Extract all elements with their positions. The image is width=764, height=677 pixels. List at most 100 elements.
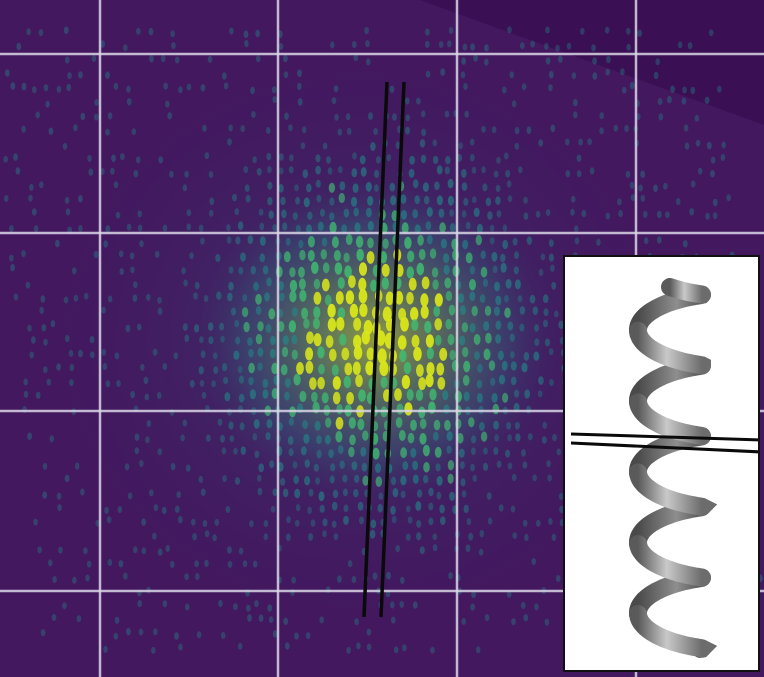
diffraction-spot [292,212,298,221]
diffraction-spot [277,321,285,332]
diffraction-spot [209,197,215,206]
diffraction-spot [10,82,16,90]
diffraction-spot [29,351,34,359]
diffraction-spot [720,154,726,161]
diffraction-spot [469,265,476,275]
diffraction-spot [509,71,514,79]
diffraction-spot [259,222,265,231]
diffraction-spot [194,281,200,290]
diffraction-spot [125,324,131,333]
diffraction-spot [436,491,442,500]
diffraction-spot [208,336,214,345]
diffraction-spot [444,166,450,175]
diffraction-spot [46,378,52,386]
diffraction-spot [462,347,469,358]
diffraction-spot [140,363,145,371]
diffraction-spot [303,318,310,329]
diffraction-spot [316,450,322,459]
diffraction-spot [428,487,434,497]
diffraction-spot [545,26,550,34]
diffraction-spot [694,114,700,122]
diffraction-spot [9,225,14,233]
diffraction-spot [153,504,159,512]
diffraction-spot [157,307,163,315]
diffraction-spot [249,520,254,528]
diffraction-spot [101,306,106,314]
diffraction-spot [571,72,577,80]
diffraction-spot [425,40,430,48]
diffraction-spot [267,166,272,174]
diffraction-spot [233,603,238,611]
diffraction-spot [494,281,500,292]
diffraction-spot [538,268,544,276]
diffraction-spot [186,83,192,91]
diffraction-spot [123,44,128,52]
diffraction-spot [353,317,362,331]
diffraction-spot [63,296,69,304]
diffraction-spot [345,113,351,121]
diffraction-spot [288,124,293,132]
diffraction-spot [489,224,495,232]
diffraction-spot [329,475,335,484]
diffraction-spot [461,182,468,192]
diffraction-spot [255,55,261,63]
diffraction-spot [357,501,364,511]
diffraction-spot [483,321,490,331]
diffraction-spot [208,171,214,178]
diffraction-spot [243,30,249,39]
diffraction-spot [174,632,179,640]
diffraction-spot [286,516,291,524]
diffraction-spot [418,249,426,260]
diffraction-spot [294,184,299,192]
diffraction-spot [357,418,365,431]
diffraction-spot [573,111,578,119]
diffraction-spot [156,392,162,399]
diffraction-spot [200,237,205,245]
diffraction-spot [426,207,433,217]
diffraction-spot [408,168,415,178]
diffraction-spot [395,417,403,428]
diffraction-spot [200,350,206,359]
diffraction-spot [544,338,551,347]
diffraction-spot [42,491,48,499]
diffraction-spot [294,632,299,640]
diffraction-spot [223,82,229,90]
diffraction-spot [194,560,199,568]
diffraction-spot [523,196,528,204]
diffraction-spot [542,294,549,304]
diffraction-spot [498,504,504,512]
diffraction-spot [422,182,429,192]
diffraction-spot [126,223,132,231]
diffraction-spot [402,644,407,652]
diffraction-spot [486,492,492,500]
diffraction-spot [445,290,453,302]
diffraction-spot [412,474,419,484]
diffraction-spot [329,221,337,234]
diffraction-spot [637,29,643,37]
diffraction-spot [416,489,423,498]
diffraction-spot [377,503,383,513]
diffraction-spot [162,600,168,608]
diffraction-spot [317,221,324,231]
diffraction-spot [182,419,188,427]
diffraction-spot [194,324,200,333]
diffraction-spot [361,462,368,472]
diffraction-spot [366,628,372,636]
diffraction-spot [432,139,438,147]
diffraction-spot [667,95,672,104]
diffraction-spot [511,100,517,108]
diffraction-spot [365,181,372,192]
diffraction-spot [395,291,404,305]
diffraction-spot [62,602,67,610]
diffraction-spot [620,68,625,76]
diffraction-spot [389,85,395,93]
diffraction-spot [263,520,269,527]
diffraction-spot [390,195,397,206]
diffraction-spot [548,517,553,525]
diffraction-spot [293,475,300,484]
diffraction-spot [315,179,321,188]
diffraction-spot [107,295,113,303]
diffraction-spot [405,533,411,541]
diffraction-spot [37,546,42,554]
diffraction-spot [233,447,238,455]
